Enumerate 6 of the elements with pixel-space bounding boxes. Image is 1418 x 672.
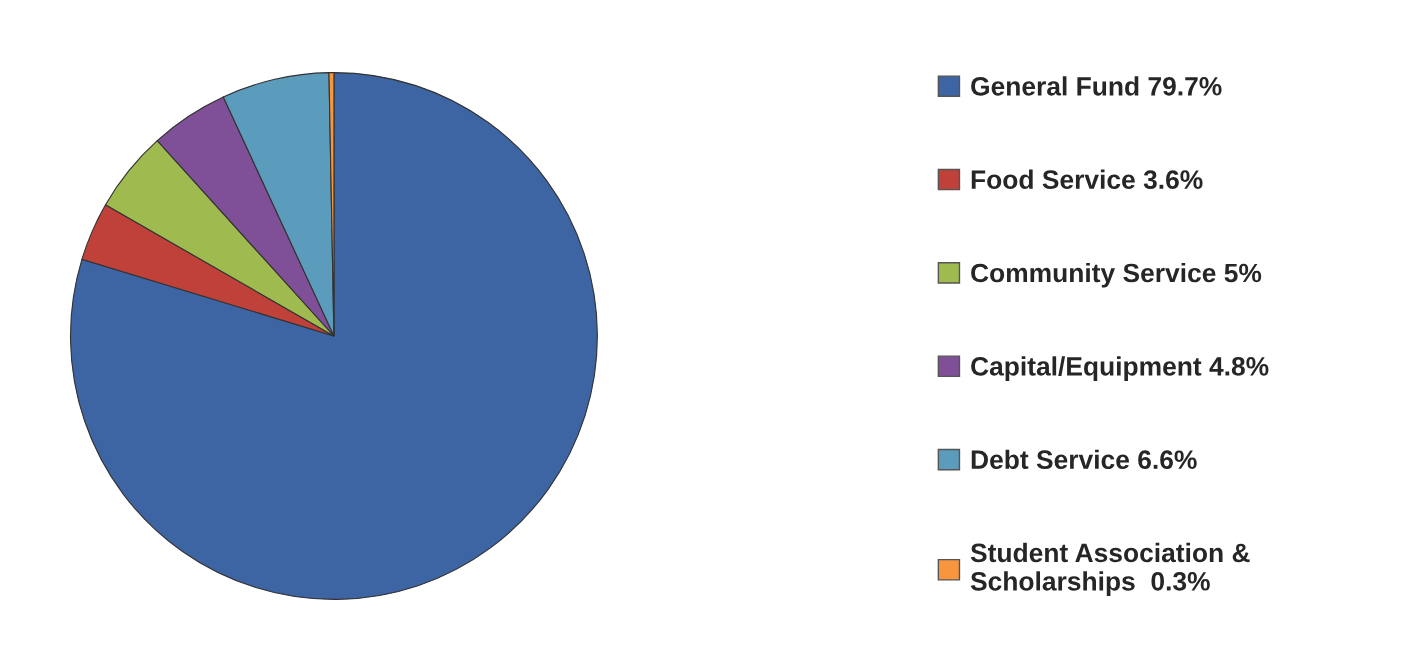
legend-label: Debt Service 6.6% — [971, 449, 1197, 470]
legend-label: Student Association & Scholarships 0.3% — [970, 542, 1250, 596]
legend-label: Community Service 5% — [971, 262, 1262, 288]
legend-label: Food Service 3.6% — [971, 169, 1203, 190]
legend-label: General Fund 79.7% — [971, 76, 1222, 96]
legend-label: Capital/Equipment 4.8% — [971, 356, 1269, 381]
